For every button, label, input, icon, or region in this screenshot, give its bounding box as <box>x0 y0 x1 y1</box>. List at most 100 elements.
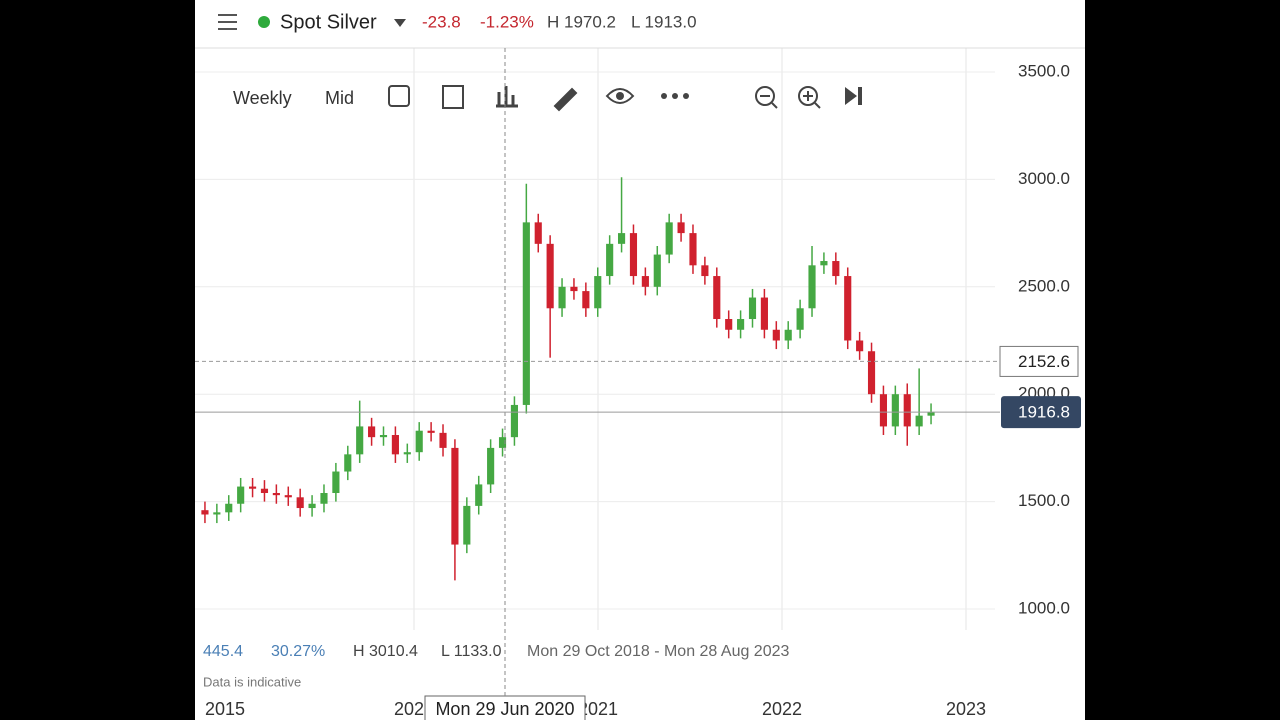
jump-end-icon[interactable] <box>845 87 862 105</box>
stat-range: Mon 29 Oct 2018 - Mon 28 Aug 2023 <box>527 643 790 660</box>
dropdown-arrow[interactable] <box>394 19 406 27</box>
indicators-icon[interactable] <box>388 85 410 107</box>
candle-body <box>725 319 733 330</box>
candle-body <box>844 276 852 341</box>
candle-body <box>237 486 245 504</box>
candle-body <box>225 503 233 513</box>
candle-body <box>391 435 399 455</box>
instrument-name[interactable]: Spot Silver <box>280 11 377 33</box>
candle-body <box>415 430 423 453</box>
candle-body <box>760 297 768 330</box>
y-tick-label: 1500.0 <box>1018 491 1070 510</box>
candle-body <box>546 243 554 309</box>
y-tick-label: 3500.0 <box>1018 61 1070 80</box>
last-price-box <box>1001 396 1081 429</box>
candle-body <box>510 404 519 438</box>
candle-body <box>368 426 376 438</box>
x-label: 2021 <box>578 699 618 719</box>
candle-body <box>867 351 876 395</box>
last-price: 1916.8 <box>1018 403 1070 422</box>
candle-body <box>784 329 792 341</box>
change: -23.8 <box>422 12 461 31</box>
y-tick-label: 1000.0 <box>1018 598 1070 617</box>
x-label: 2022 <box>762 699 802 719</box>
candle-body <box>915 415 923 427</box>
interval-button[interactable]: Weekly <box>233 88 292 108</box>
candle-body <box>629 233 638 277</box>
candle-body <box>356 426 364 455</box>
candle-body <box>451 447 459 545</box>
zoom-in-icon[interactable] <box>798 86 818 106</box>
bars-icon[interactable] <box>496 86 518 108</box>
zoom-out-icon[interactable] <box>755 86 775 106</box>
candle-body <box>689 233 697 266</box>
stat-high: H 3010.4 <box>353 643 418 660</box>
candle-body <box>522 222 530 405</box>
candle-body <box>344 454 352 472</box>
candle-body <box>558 286 566 309</box>
candle-body <box>427 430 435 433</box>
candle-body <box>677 222 685 234</box>
grid <box>413 48 967 630</box>
x-label: 2023 <box>946 699 986 719</box>
stat-low: L 1133.0 <box>441 643 502 660</box>
menu-icon[interactable] <box>218 14 237 30</box>
more-icon[interactable] <box>661 93 689 99</box>
price-type-button[interactable]: Mid <box>325 88 354 108</box>
candle-body <box>772 329 780 341</box>
candle-body <box>487 447 495 485</box>
candle-body <box>213 512 221 515</box>
candle-body <box>272 493 280 496</box>
y-tick-label: 2500.0 <box>1018 276 1070 295</box>
y-tick-label: 3000.0 <box>1018 169 1070 188</box>
crosshair-date: Mon 29 Jun 2020 <box>435 699 574 719</box>
status-dot <box>258 16 270 28</box>
draw-icon[interactable] <box>553 87 578 112</box>
candle-body <box>641 276 649 287</box>
app-background <box>195 0 1085 720</box>
candle-body <box>737 319 745 330</box>
candle-body <box>653 254 661 287</box>
candle-body <box>403 452 411 455</box>
candle-body <box>248 486 257 489</box>
candle-body <box>820 261 828 266</box>
candle-body <box>594 276 602 309</box>
candle-body <box>439 432 447 448</box>
candle-body <box>498 437 507 448</box>
candle-body <box>308 503 316 509</box>
candle-body <box>463 505 471 545</box>
change-pct: -1.23% <box>480 12 534 31</box>
candle-body <box>903 394 911 427</box>
crosshair-price-box <box>999 345 1079 377</box>
low: L 1913.0 <box>631 12 697 31</box>
x-label: 2020 <box>394 699 434 719</box>
stat-change-pct: 30.27% <box>271 643 325 660</box>
candle-body <box>296 497 304 509</box>
x-label: 2015 <box>205 699 245 719</box>
eye-pupil <box>616 92 624 100</box>
candle-body <box>701 265 709 277</box>
candle-body <box>260 488 269 494</box>
candle-body <box>320 493 328 504</box>
candle-body <box>617 233 626 244</box>
crosshair-date-box <box>424 695 586 720</box>
candle-body <box>856 340 864 352</box>
candle-body <box>332 471 340 494</box>
chart-type-icon[interactable] <box>442 85 464 109</box>
disclaimer: Data is indicative <box>203 674 301 689</box>
candle-body <box>891 394 899 427</box>
high: H 1970.2 <box>547 12 616 31</box>
candle-body <box>570 286 578 292</box>
candle-body <box>796 308 804 330</box>
candle-body <box>748 297 757 320</box>
stat-change: 445.4 <box>203 643 243 660</box>
eye-icon[interactable] <box>605 88 635 104</box>
candle-body <box>832 261 840 277</box>
candle-body <box>927 412 935 416</box>
candle-body <box>534 222 542 244</box>
candle-body <box>879 394 888 427</box>
candle-body <box>713 276 721 320</box>
candle-body <box>475 484 483 506</box>
candle-body <box>284 495 292 498</box>
